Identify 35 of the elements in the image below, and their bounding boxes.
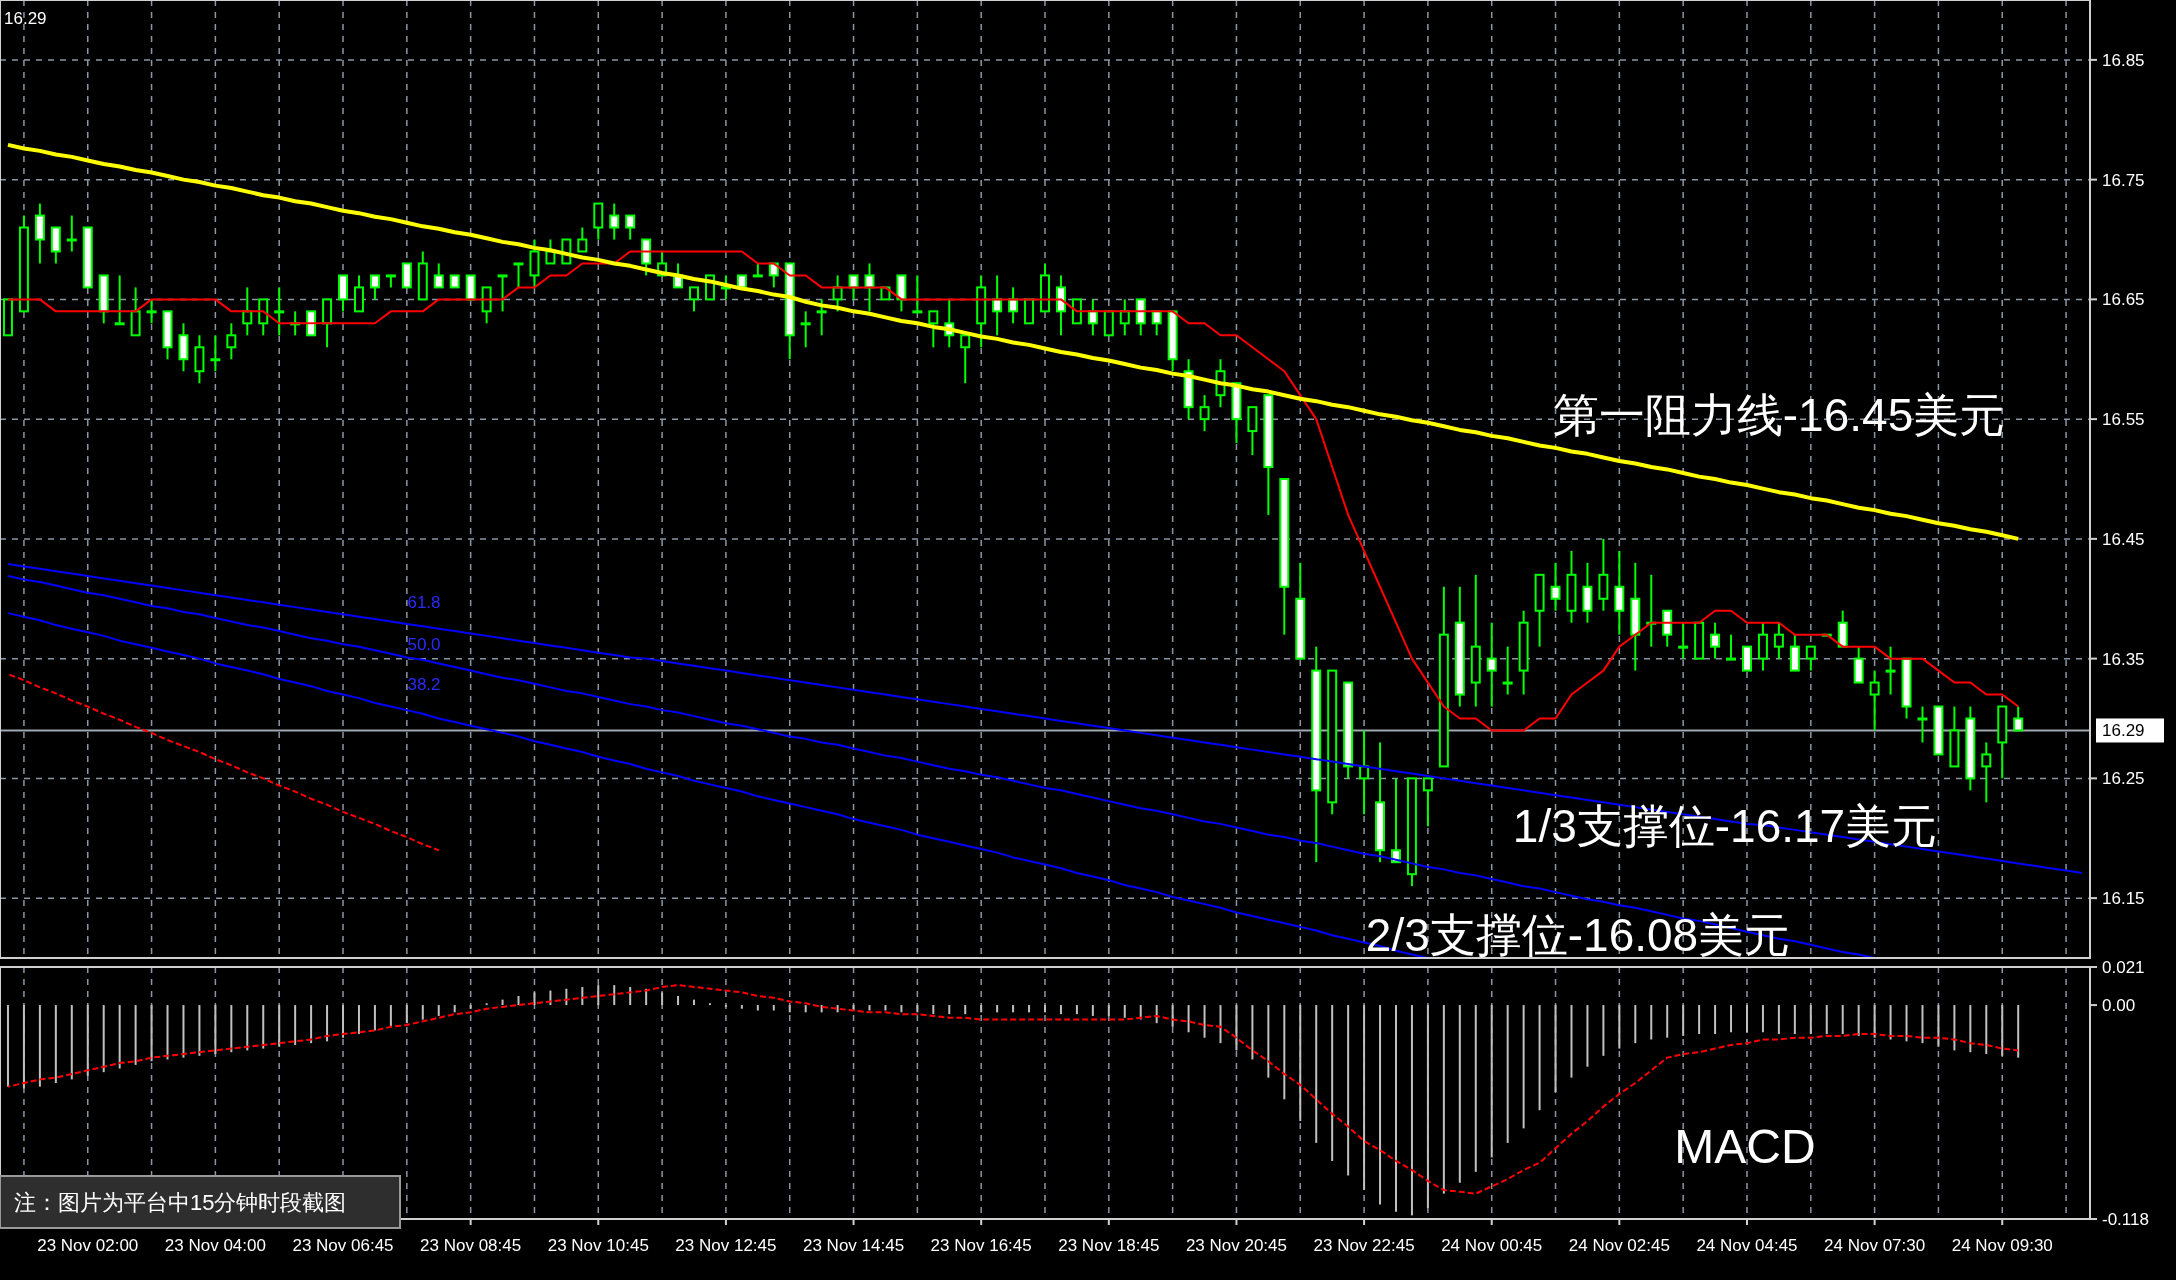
annotation: 61.8 xyxy=(407,592,441,612)
y-tick-label: 16.45 xyxy=(2102,529,2145,549)
x-tick-label: 23 Nov 12:45 xyxy=(675,1236,777,1255)
annotation: 16.29 xyxy=(4,8,47,28)
y-tick-label: 16.75 xyxy=(2102,170,2145,190)
y-tick-label: 16.65 xyxy=(2102,290,2145,310)
ref-line-label: 16.29 xyxy=(2102,721,2145,741)
annotation: 38.2 xyxy=(407,674,441,694)
x-tick-label: 24 Nov 07:30 xyxy=(1824,1236,1926,1255)
annotation: MACD xyxy=(1674,1119,1816,1173)
x-tick-label: 24 Nov 04:45 xyxy=(1696,1236,1798,1255)
x-tick-label: 24 Nov 00:45 xyxy=(1441,1236,1543,1255)
y-tick-label: 16.15 xyxy=(2102,889,2145,909)
x-tick-label: 23 Nov 16:45 xyxy=(930,1236,1032,1255)
annotation: 第一阻力线-16.45美元 xyxy=(1552,389,2006,442)
x-tick-label: 23 Nov 10:45 xyxy=(547,1236,649,1255)
y-tick-label: 16.35 xyxy=(2102,649,2145,669)
x-tick-label: 23 Nov 06:45 xyxy=(292,1236,394,1255)
y-tick-label: 0.00 xyxy=(2102,996,2136,1016)
x-tick-label: 23 Nov 08:45 xyxy=(420,1236,522,1255)
x-tick-label: 24 Nov 09:30 xyxy=(1951,1236,2053,1255)
x-tick-label: 23 Nov 20:45 xyxy=(1185,1236,1288,1255)
y-tick-label: 16.25 xyxy=(2102,769,2145,789)
y-tick-label: 0.021 xyxy=(2102,957,2145,977)
x-tick-label: 23 Nov 18:45 xyxy=(1058,1236,1160,1255)
y-tick-label: 16.55 xyxy=(2102,410,2145,430)
x-tick-label: 23 Nov 02:00 xyxy=(37,1236,139,1255)
x-tick-label: 23 Nov 14:45 xyxy=(802,1236,905,1255)
y-tick-label: -0.118 xyxy=(2102,1209,2149,1229)
x-tick-label: 23 Nov 04:00 xyxy=(164,1236,266,1255)
annotation: 注：图片为平台中15分钟时段截图 xyxy=(14,1189,347,1215)
x-tick-label: 23 Nov 22:45 xyxy=(1313,1236,1415,1255)
y-tick-label: 16.85 xyxy=(2102,50,2145,70)
x-tick-label: 24 Nov 02:45 xyxy=(1568,1236,1670,1255)
annotation: 50.0 xyxy=(407,634,441,654)
